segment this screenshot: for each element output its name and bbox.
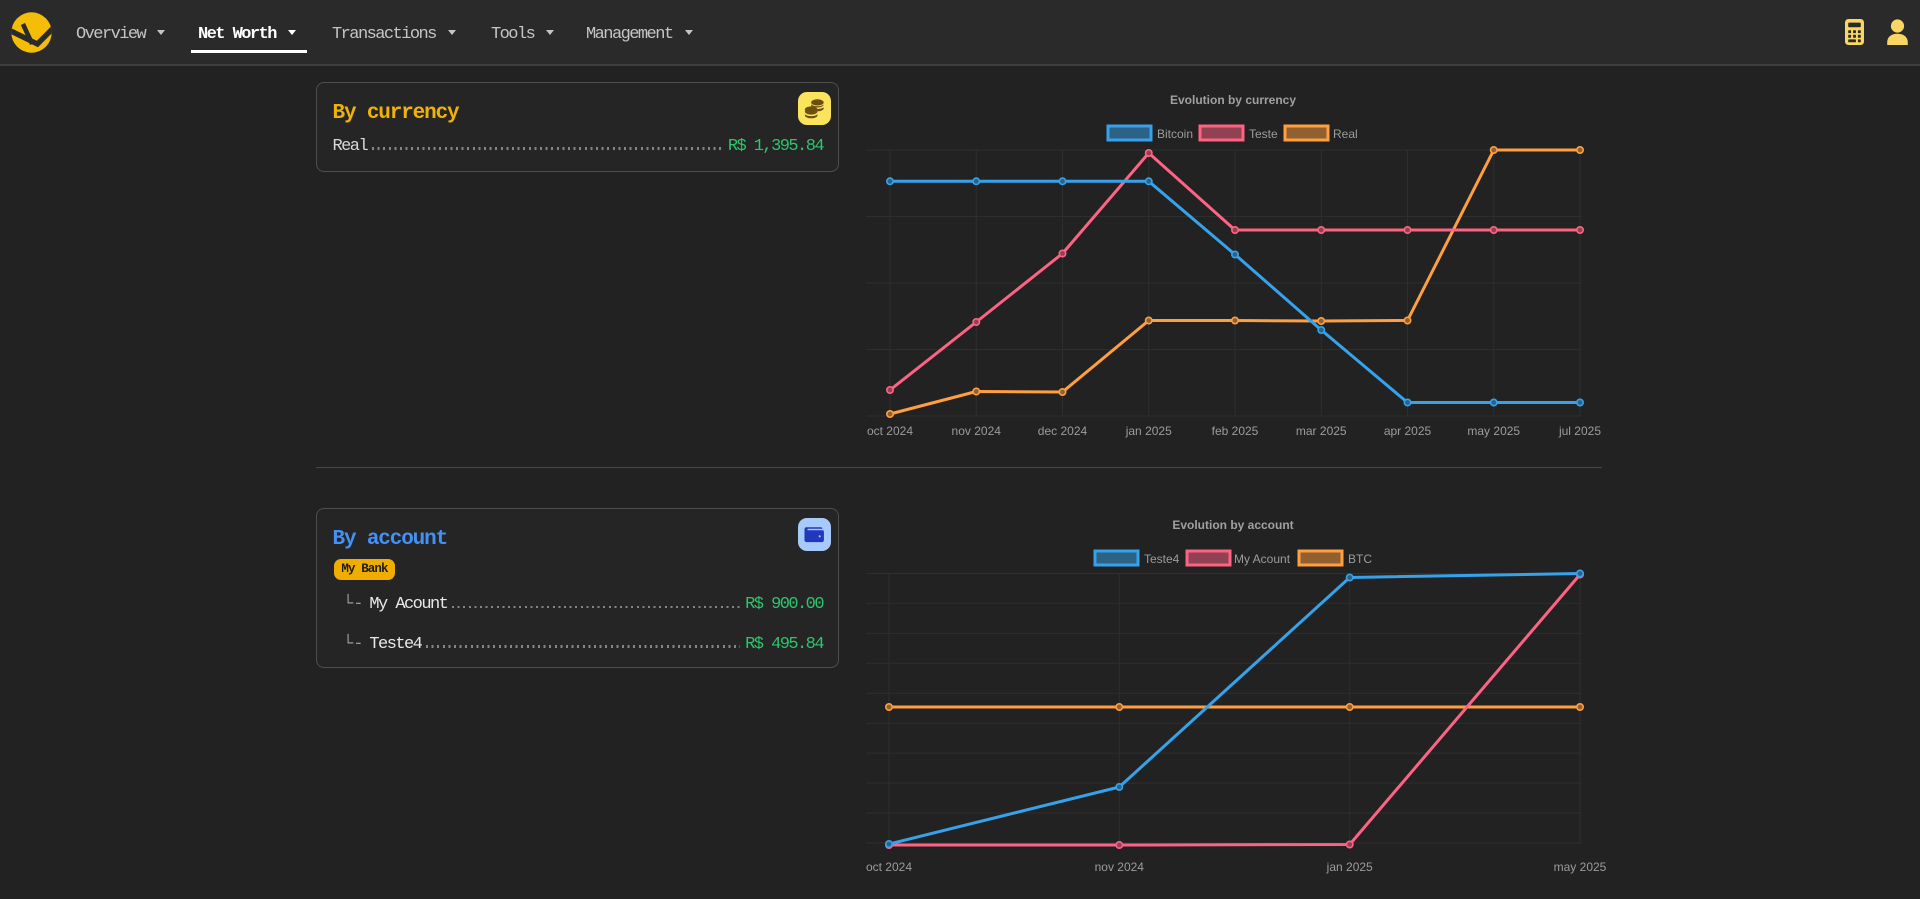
svg-text:Bitcoin: Bitcoin — [1157, 127, 1193, 141]
svg-text:oct 2024: oct 2024 — [866, 860, 912, 874]
svg-text:Evolution by account: Evolution by account — [1172, 518, 1293, 532]
svg-text:BTC: BTC — [1348, 552, 1372, 566]
svg-text:may 2025: may 2025 — [1467, 424, 1520, 438]
svg-text:mar 2025: mar 2025 — [1296, 424, 1347, 438]
svg-text:Teste4: Teste4 — [1144, 552, 1180, 566]
svg-text:jan 2025: jan 2025 — [1326, 860, 1373, 874]
svg-text:apr 2025: apr 2025 — [1384, 424, 1432, 438]
svg-text:Teste: Teste — [1249, 127, 1278, 141]
svg-text:jul 2025: jul 2025 — [1558, 424, 1601, 438]
svg-text:nov 2024: nov 2024 — [1095, 860, 1145, 874]
svg-text:Real: Real — [1333, 127, 1358, 141]
svg-text:jan 2025: jan 2025 — [1125, 424, 1172, 438]
svg-text:nov 2024: nov 2024 — [952, 424, 1002, 438]
svg-text:Evolution by currency: Evolution by currency — [1170, 93, 1296, 107]
svg-text:may 2025: may 2025 — [1554, 860, 1607, 874]
svg-text:dec 2024: dec 2024 — [1038, 424, 1088, 438]
svg-text:My Acount: My Acount — [1234, 552, 1291, 566]
svg-text:feb 2025: feb 2025 — [1212, 424, 1259, 438]
svg-text:oct 2024: oct 2024 — [867, 424, 913, 438]
